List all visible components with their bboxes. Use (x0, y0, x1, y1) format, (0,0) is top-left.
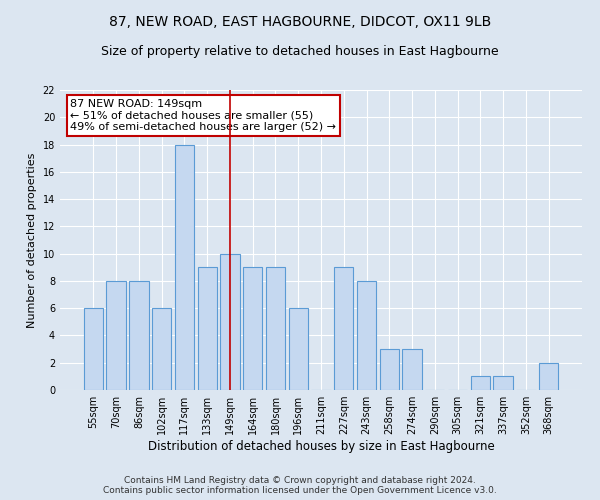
Text: Size of property relative to detached houses in East Hagbourne: Size of property relative to detached ho… (101, 45, 499, 58)
Text: 87, NEW ROAD, EAST HAGBOURNE, DIDCOT, OX11 9LB: 87, NEW ROAD, EAST HAGBOURNE, DIDCOT, OX… (109, 15, 491, 29)
Bar (493, 376, 513, 390)
Bar (334, 268, 353, 390)
X-axis label: Distribution of detached houses by size in East Hagbourne: Distribution of detached houses by size … (148, 440, 494, 453)
Text: Contains HM Land Registry data © Crown copyright and database right 2024.
Contai: Contains HM Land Registry data © Crown c… (103, 476, 497, 495)
Bar (84, 308, 103, 390)
Bar (539, 362, 558, 390)
Bar (403, 349, 422, 390)
Bar (152, 308, 172, 390)
Bar (266, 268, 285, 390)
Bar (220, 254, 239, 390)
Bar (357, 281, 376, 390)
Bar (106, 281, 126, 390)
Bar (289, 308, 308, 390)
Text: 87 NEW ROAD: 149sqm
← 51% of detached houses are smaller (55)
49% of semi-detach: 87 NEW ROAD: 149sqm ← 51% of detached ho… (70, 99, 337, 132)
Bar (175, 144, 194, 390)
Y-axis label: Number of detached properties: Number of detached properties (27, 152, 37, 328)
Bar (243, 268, 262, 390)
Bar (380, 349, 399, 390)
Bar (197, 268, 217, 390)
Bar (470, 376, 490, 390)
Bar (129, 281, 149, 390)
